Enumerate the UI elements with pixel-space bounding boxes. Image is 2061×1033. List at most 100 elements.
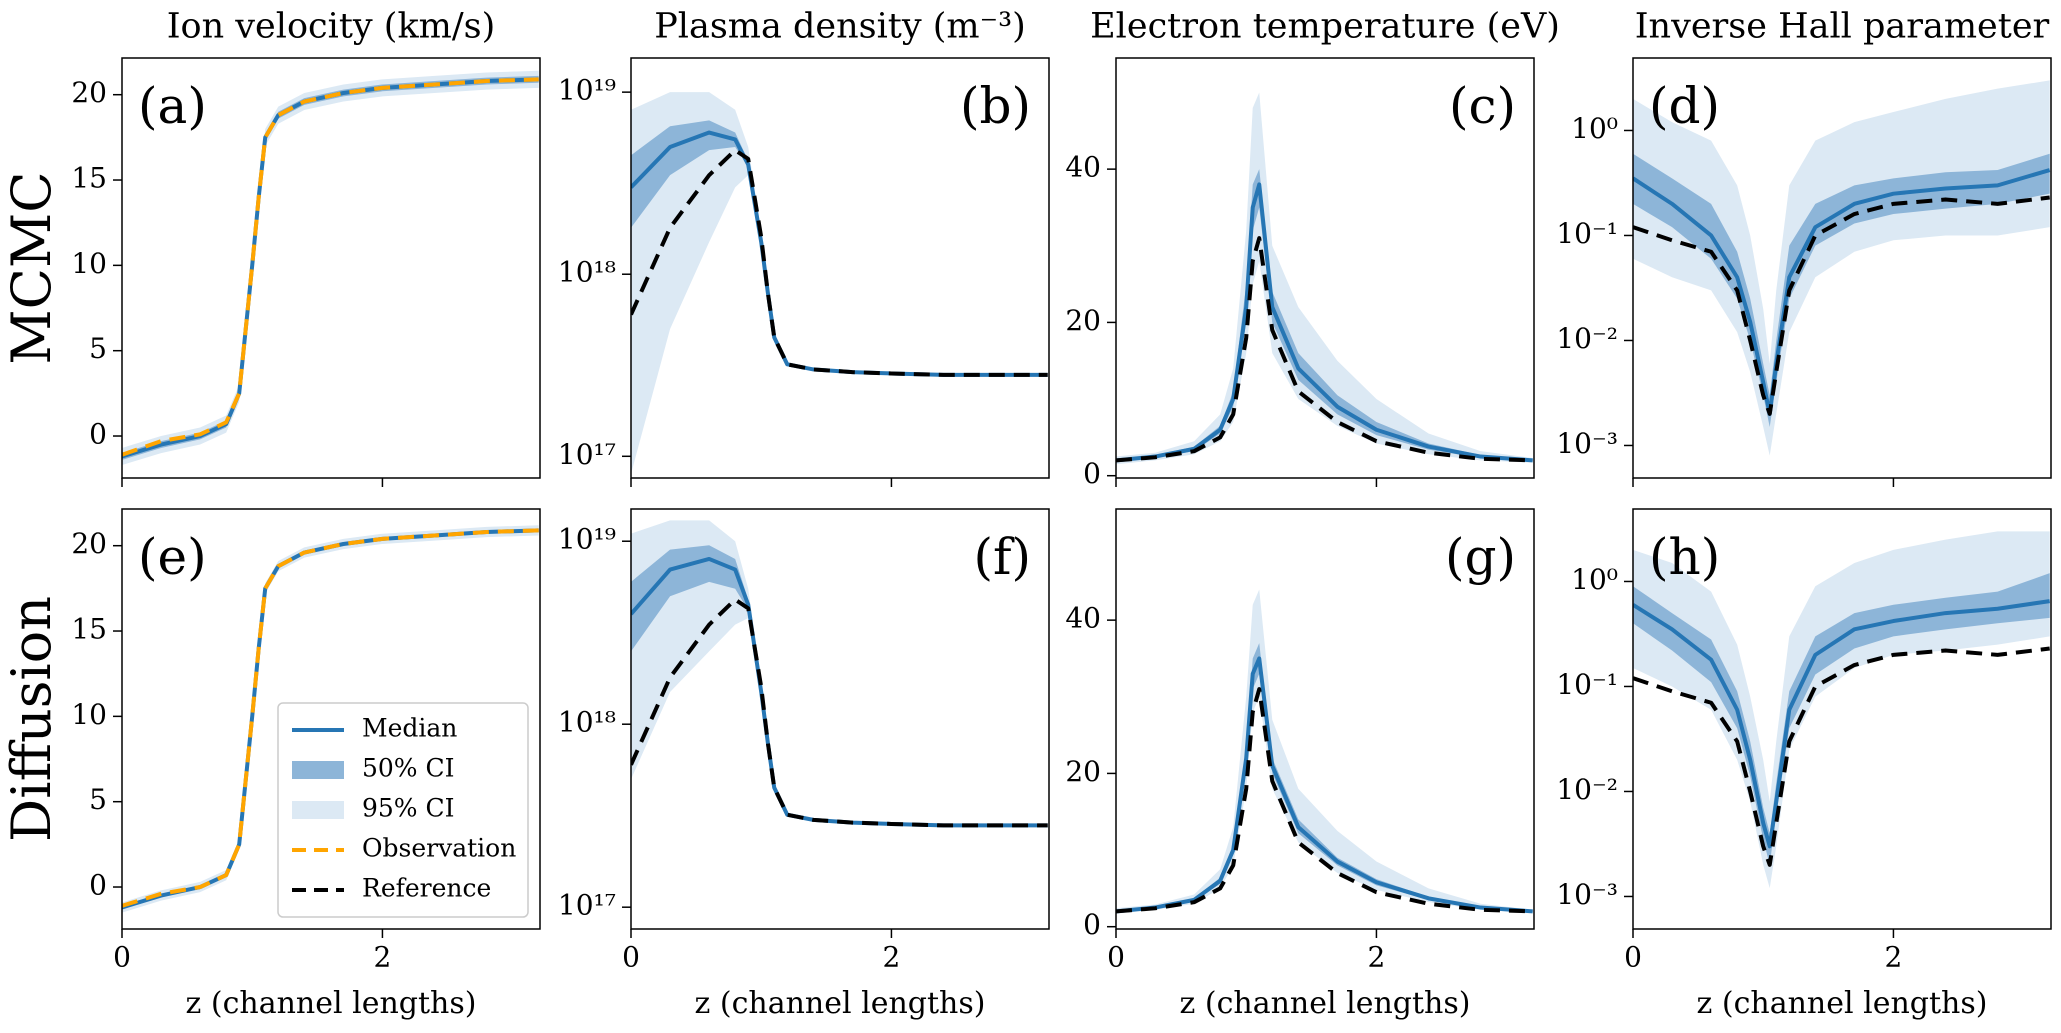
median-line	[1633, 599, 2050, 849]
x-tick-label: 0	[1624, 941, 1642, 974]
y-tick-label: 10⁻³	[1556, 427, 1618, 460]
axes-frame	[121, 57, 541, 479]
ci-band	[631, 520, 1048, 826]
plot-area	[122, 70, 539, 466]
ci-band	[1633, 153, 2050, 427]
y-tick-label: 5	[89, 783, 107, 816]
x-tick-label: 2	[1368, 941, 1386, 974]
row-label: MCMC	[0, 171, 63, 364]
y-tick-label: 10¹⁹	[558, 523, 616, 556]
y-tick-label: 20	[1065, 304, 1101, 337]
dashed-line	[122, 528, 539, 908]
row-label: Diffusion	[0, 596, 63, 842]
y-tick-label: 10⁻²	[1556, 322, 1618, 355]
x-tick-label: 2	[1885, 941, 1903, 974]
plot-area	[1633, 531, 2050, 889]
ci-band	[1633, 573, 2050, 865]
median-line	[1116, 182, 1533, 463]
plot-area	[122, 525, 539, 913]
y-tick-label: 0	[89, 869, 107, 902]
y-tick-label: 10⁻¹	[1556, 668, 1618, 701]
plot-area	[1116, 92, 1533, 465]
y-tick-label: 10¹⁷	[558, 889, 616, 922]
y-tick-label: 20	[71, 527, 107, 560]
x-tick-label: 0	[622, 941, 640, 974]
plot-area	[631, 520, 1048, 828]
dashed-line	[1116, 687, 1533, 914]
y-tick-label: 10¹⁷	[558, 438, 616, 471]
panel-label: (e)	[138, 528, 207, 586]
dashed-line	[631, 597, 1048, 828]
panel-label: (d)	[1649, 77, 1720, 135]
axes-frame	[1632, 508, 2052, 930]
x-tick-label: 2	[883, 941, 901, 974]
y-tick-label: 15	[71, 613, 107, 646]
axes-frame	[1115, 57, 1535, 479]
y-tick-label: 40	[1065, 151, 1101, 184]
y-tick-label: 0	[1083, 457, 1101, 490]
panel-label: (c)	[1449, 77, 1516, 135]
y-tick-label: 0	[1083, 908, 1101, 941]
dashed-line	[1116, 236, 1533, 463]
ci-band	[1633, 80, 2050, 456]
legend-label: 50% CI	[362, 754, 455, 783]
panel-title: Inverse Hall parameter	[1635, 7, 2050, 47]
panel-title: Ion velocity (km/s)	[167, 7, 496, 47]
y-tick-label: 10	[71, 247, 107, 280]
y-tick-label: 10⁻³	[1556, 878, 1618, 911]
panel-label: (h)	[1649, 528, 1720, 586]
dashed-line	[122, 77, 539, 457]
y-tick-label: 40	[1065, 602, 1101, 635]
axes-frame	[121, 508, 541, 930]
y-tick-label: 0	[89, 418, 107, 451]
median-line	[122, 77, 539, 459]
dashed-line	[1633, 195, 2050, 416]
ci-band	[631, 545, 1048, 826]
x-tick-label: 2	[374, 941, 392, 974]
legend-swatch	[292, 801, 344, 819]
plot-area	[1633, 80, 2051, 456]
y-tick-label: 10⁻²	[1556, 773, 1618, 806]
median-line	[1116, 656, 1533, 914]
dashed-line	[631, 148, 1048, 377]
y-tick-label: 10⁰	[1571, 112, 1618, 145]
ci-band	[1116, 643, 1533, 913]
panel-label: (a)	[138, 77, 207, 135]
y-tick-label: 5	[89, 332, 107, 365]
y-tick-label: 10¹⁹	[558, 74, 616, 107]
panel-label: (g)	[1445, 528, 1516, 586]
panel-label: (f)	[973, 528, 1031, 586]
x-tick-label: 0	[113, 941, 131, 974]
legend-label: 95% CI	[362, 794, 455, 823]
legend-swatch	[292, 761, 344, 779]
dashed-line	[1633, 646, 2050, 867]
y-tick-label: 10⁻¹	[1556, 217, 1618, 250]
x-tick-label: 0	[1107, 941, 1125, 974]
axes-frame	[1115, 508, 1535, 930]
axes-frame	[630, 508, 1050, 930]
plot-area	[1116, 589, 1533, 914]
legend-box	[277, 702, 529, 918]
x-axis-label: z (channel lengths)	[1180, 986, 1471, 1021]
y-tick-label: 20	[1065, 755, 1101, 788]
y-tick-label: 20	[71, 76, 107, 109]
y-tick-label: 15	[71, 162, 107, 195]
y-tick-label: 10⁰	[1571, 563, 1618, 596]
y-tick-label: 10	[71, 698, 107, 731]
axes-frame	[1632, 57, 2052, 479]
y-tick-label: 10¹⁸	[558, 256, 616, 289]
axes-frame	[630, 57, 1050, 479]
panel-title: Electron temperature (eV)	[1090, 7, 1560, 47]
ci-band	[1116, 169, 1533, 462]
legend-label: Median	[362, 714, 457, 743]
y-tick-label: 10¹⁸	[558, 706, 616, 739]
x-axis-label: z (channel lengths)	[695, 986, 986, 1021]
ci-band	[1116, 92, 1533, 465]
legend-label: Reference	[362, 874, 491, 903]
x-axis-label: z (channel lengths)	[186, 986, 477, 1021]
legend-label: Observation	[362, 834, 516, 863]
x-axis-label: z (channel lengths)	[1697, 986, 1988, 1021]
plot-area	[631, 92, 1048, 474]
